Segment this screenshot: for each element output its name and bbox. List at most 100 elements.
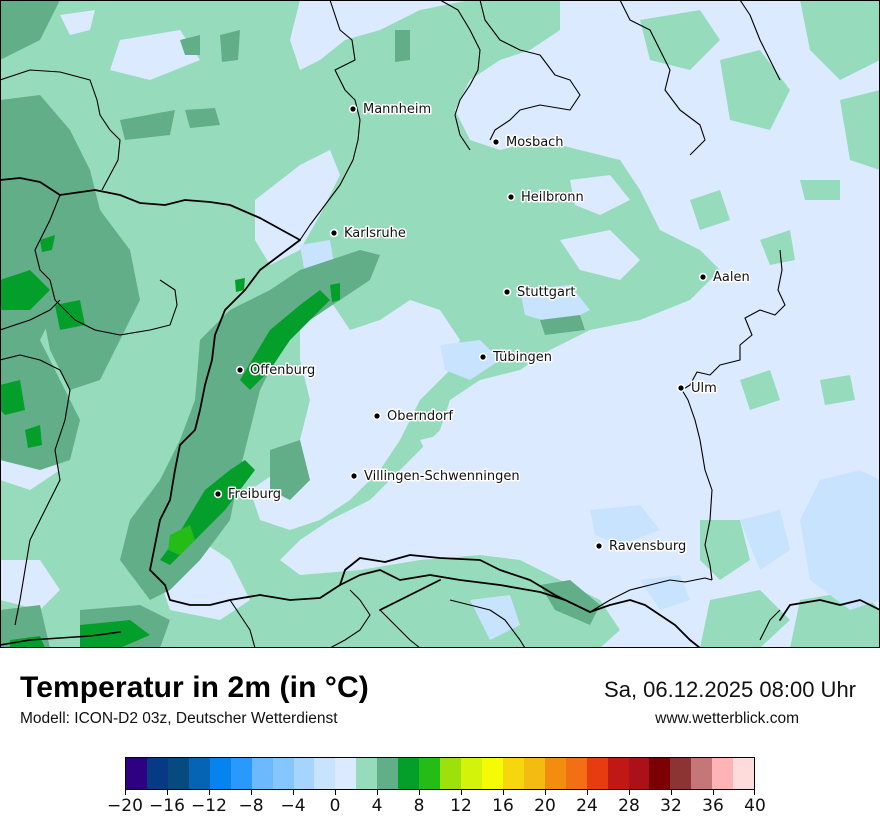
colorbar-segment: [356, 758, 378, 789]
city-dot-icon: [596, 543, 602, 549]
colorbar-tick: [587, 790, 588, 795]
colorbar-tick: [209, 790, 210, 795]
colorbar-segment: [419, 758, 441, 789]
colorbar-ticks: −20 −16 −12 −8 −4 0 4 8 12 16 20 24 28 32 36 40: [107, 790, 766, 830]
colorbar-segment: [670, 758, 692, 789]
colorbar-segment: [209, 758, 231, 789]
colorbar-tick: [545, 790, 546, 795]
colorbar-tick-label: 40: [744, 796, 766, 816]
city-ulm: Ulm: [676, 380, 718, 398]
colorbar-tick: [419, 790, 420, 795]
city-mannheim: Mannheim: [348, 101, 433, 119]
city-dot-icon: [493, 139, 499, 145]
city-oberndorf: Oberndorf: [372, 408, 455, 426]
website-link[interactable]: www.wetterblick.com: [655, 710, 799, 727]
city-ravensburg: Ravensburg: [594, 538, 688, 556]
colorbar-tick-label: 4: [371, 796, 383, 816]
city-label: Ravensburg: [609, 539, 686, 554]
colorbar-tick: [125, 790, 126, 795]
city-villingen-schwenningen: Villingen-Schwenningen: [349, 468, 521, 486]
city-label: Heilbronn: [521, 190, 584, 205]
temperature-map: Mannheim Mosbach Heilbronn Karlsruhe Aalen St…: [0, 0, 880, 648]
colorbar-tick-label: −20: [107, 796, 143, 816]
colorbar-tick: [754, 790, 755, 795]
colorbar-segment: [272, 758, 294, 789]
city-dot-icon: [350, 106, 356, 112]
city-label: Freiburg: [228, 487, 281, 502]
city-stuttgart: Stuttgart: [502, 284, 577, 302]
colorbar-segment: [733, 758, 755, 789]
colorbar-tick: [713, 790, 714, 795]
colorbar-segment: [314, 758, 336, 789]
colorbar-tick: [335, 790, 336, 795]
colorbar-tick-label: 0: [329, 796, 341, 816]
colorbar-segment: [293, 758, 315, 789]
colorbar-segment: [586, 758, 608, 789]
city-aalen: Aalen: [698, 269, 751, 287]
colorbar-tick-label: 28: [618, 796, 640, 816]
temperature-colorbar: [125, 757, 755, 790]
city-dot-icon: [678, 385, 684, 391]
colorbar-segment: [523, 758, 545, 789]
colorbar-tick-label: −8: [238, 796, 264, 816]
colorbar-tick-label: 8: [413, 796, 425, 816]
colorbar-tick: [461, 790, 462, 795]
colorbar-tick-label: −12: [191, 796, 227, 816]
colorbar-segment: [335, 758, 357, 789]
colorbar-tick: [671, 790, 672, 795]
colorbar-tick-label: 32: [660, 796, 682, 816]
map-title: Temperatur in 2m (in °C): [20, 671, 369, 704]
city-dot-icon: [480, 354, 486, 360]
city-dot-icon: [374, 413, 380, 419]
colorbar-segment: [544, 758, 566, 789]
colorbar-tick-label: 12: [450, 796, 472, 816]
city-label: Oberndorf: [387, 409, 453, 424]
city-label: Ulm: [691, 381, 717, 396]
colorbar-tick-label: 20: [534, 796, 556, 816]
colorbar-segment: [126, 758, 147, 789]
city-dot-icon: [508, 194, 514, 200]
city-dot-icon: [504, 289, 510, 295]
colorbar-segment: [649, 758, 671, 789]
colorbar-segment: [398, 758, 420, 789]
colorbar-tick-label: 36: [702, 796, 724, 816]
colorbar-tick-label: −4: [280, 796, 306, 816]
colorbar-tick-label: −16: [149, 796, 185, 816]
city-t-bingen: Tübingen: [478, 349, 554, 367]
colorbar-segment: [146, 758, 168, 789]
colorbar-tick: [293, 790, 294, 795]
city-mosbach: Mosbach: [491, 134, 565, 152]
city-markers: Mannheim Mosbach Heilbronn Karlsruhe Aalen St…: [213, 101, 751, 556]
city-dot-icon: [351, 473, 357, 479]
city-dot-icon: [700, 274, 706, 280]
colorbar-segment: [712, 758, 734, 789]
colorbar-tick-label: 16: [492, 796, 514, 816]
colorbar-tick: [503, 790, 504, 795]
city-freiburg: Freiburg: [213, 486, 283, 504]
city-heilbronn: Heilbronn: [506, 189, 585, 207]
colorbar-segment: [565, 758, 587, 789]
city-offenburg: Offenburg: [235, 362, 317, 380]
city-label: Offenburg: [250, 363, 315, 378]
colorbar-tick-label: 24: [576, 796, 598, 816]
city-label: Villingen-Schwenningen: [364, 469, 520, 484]
city-label: Mosbach: [506, 135, 564, 150]
colorbar-segment: [461, 758, 482, 789]
colorbar-tick: [377, 790, 378, 795]
city-label: Aalen: [713, 270, 750, 285]
colorbar-segment: [691, 758, 713, 789]
colorbar-tick: [251, 790, 252, 795]
colorbar-segment: [481, 758, 503, 789]
colorbar-segment: [230, 758, 252, 789]
city-dot-icon: [215, 491, 221, 497]
valid-time: Sa, 06.12.2025 08:00 Uhr: [604, 677, 856, 702]
city-karlsruhe: Karlsruhe: [329, 225, 407, 243]
colorbar-tick: [167, 790, 168, 795]
colorbar-segment: [167, 758, 189, 789]
colorbar-segment: [628, 758, 650, 789]
colorbar-segment: [251, 758, 273, 789]
city-label: Karlsruhe: [344, 226, 406, 241]
city-label: Tübingen: [492, 350, 552, 365]
city-dot-icon: [237, 367, 243, 373]
city-label: Stuttgart: [517, 285, 575, 300]
